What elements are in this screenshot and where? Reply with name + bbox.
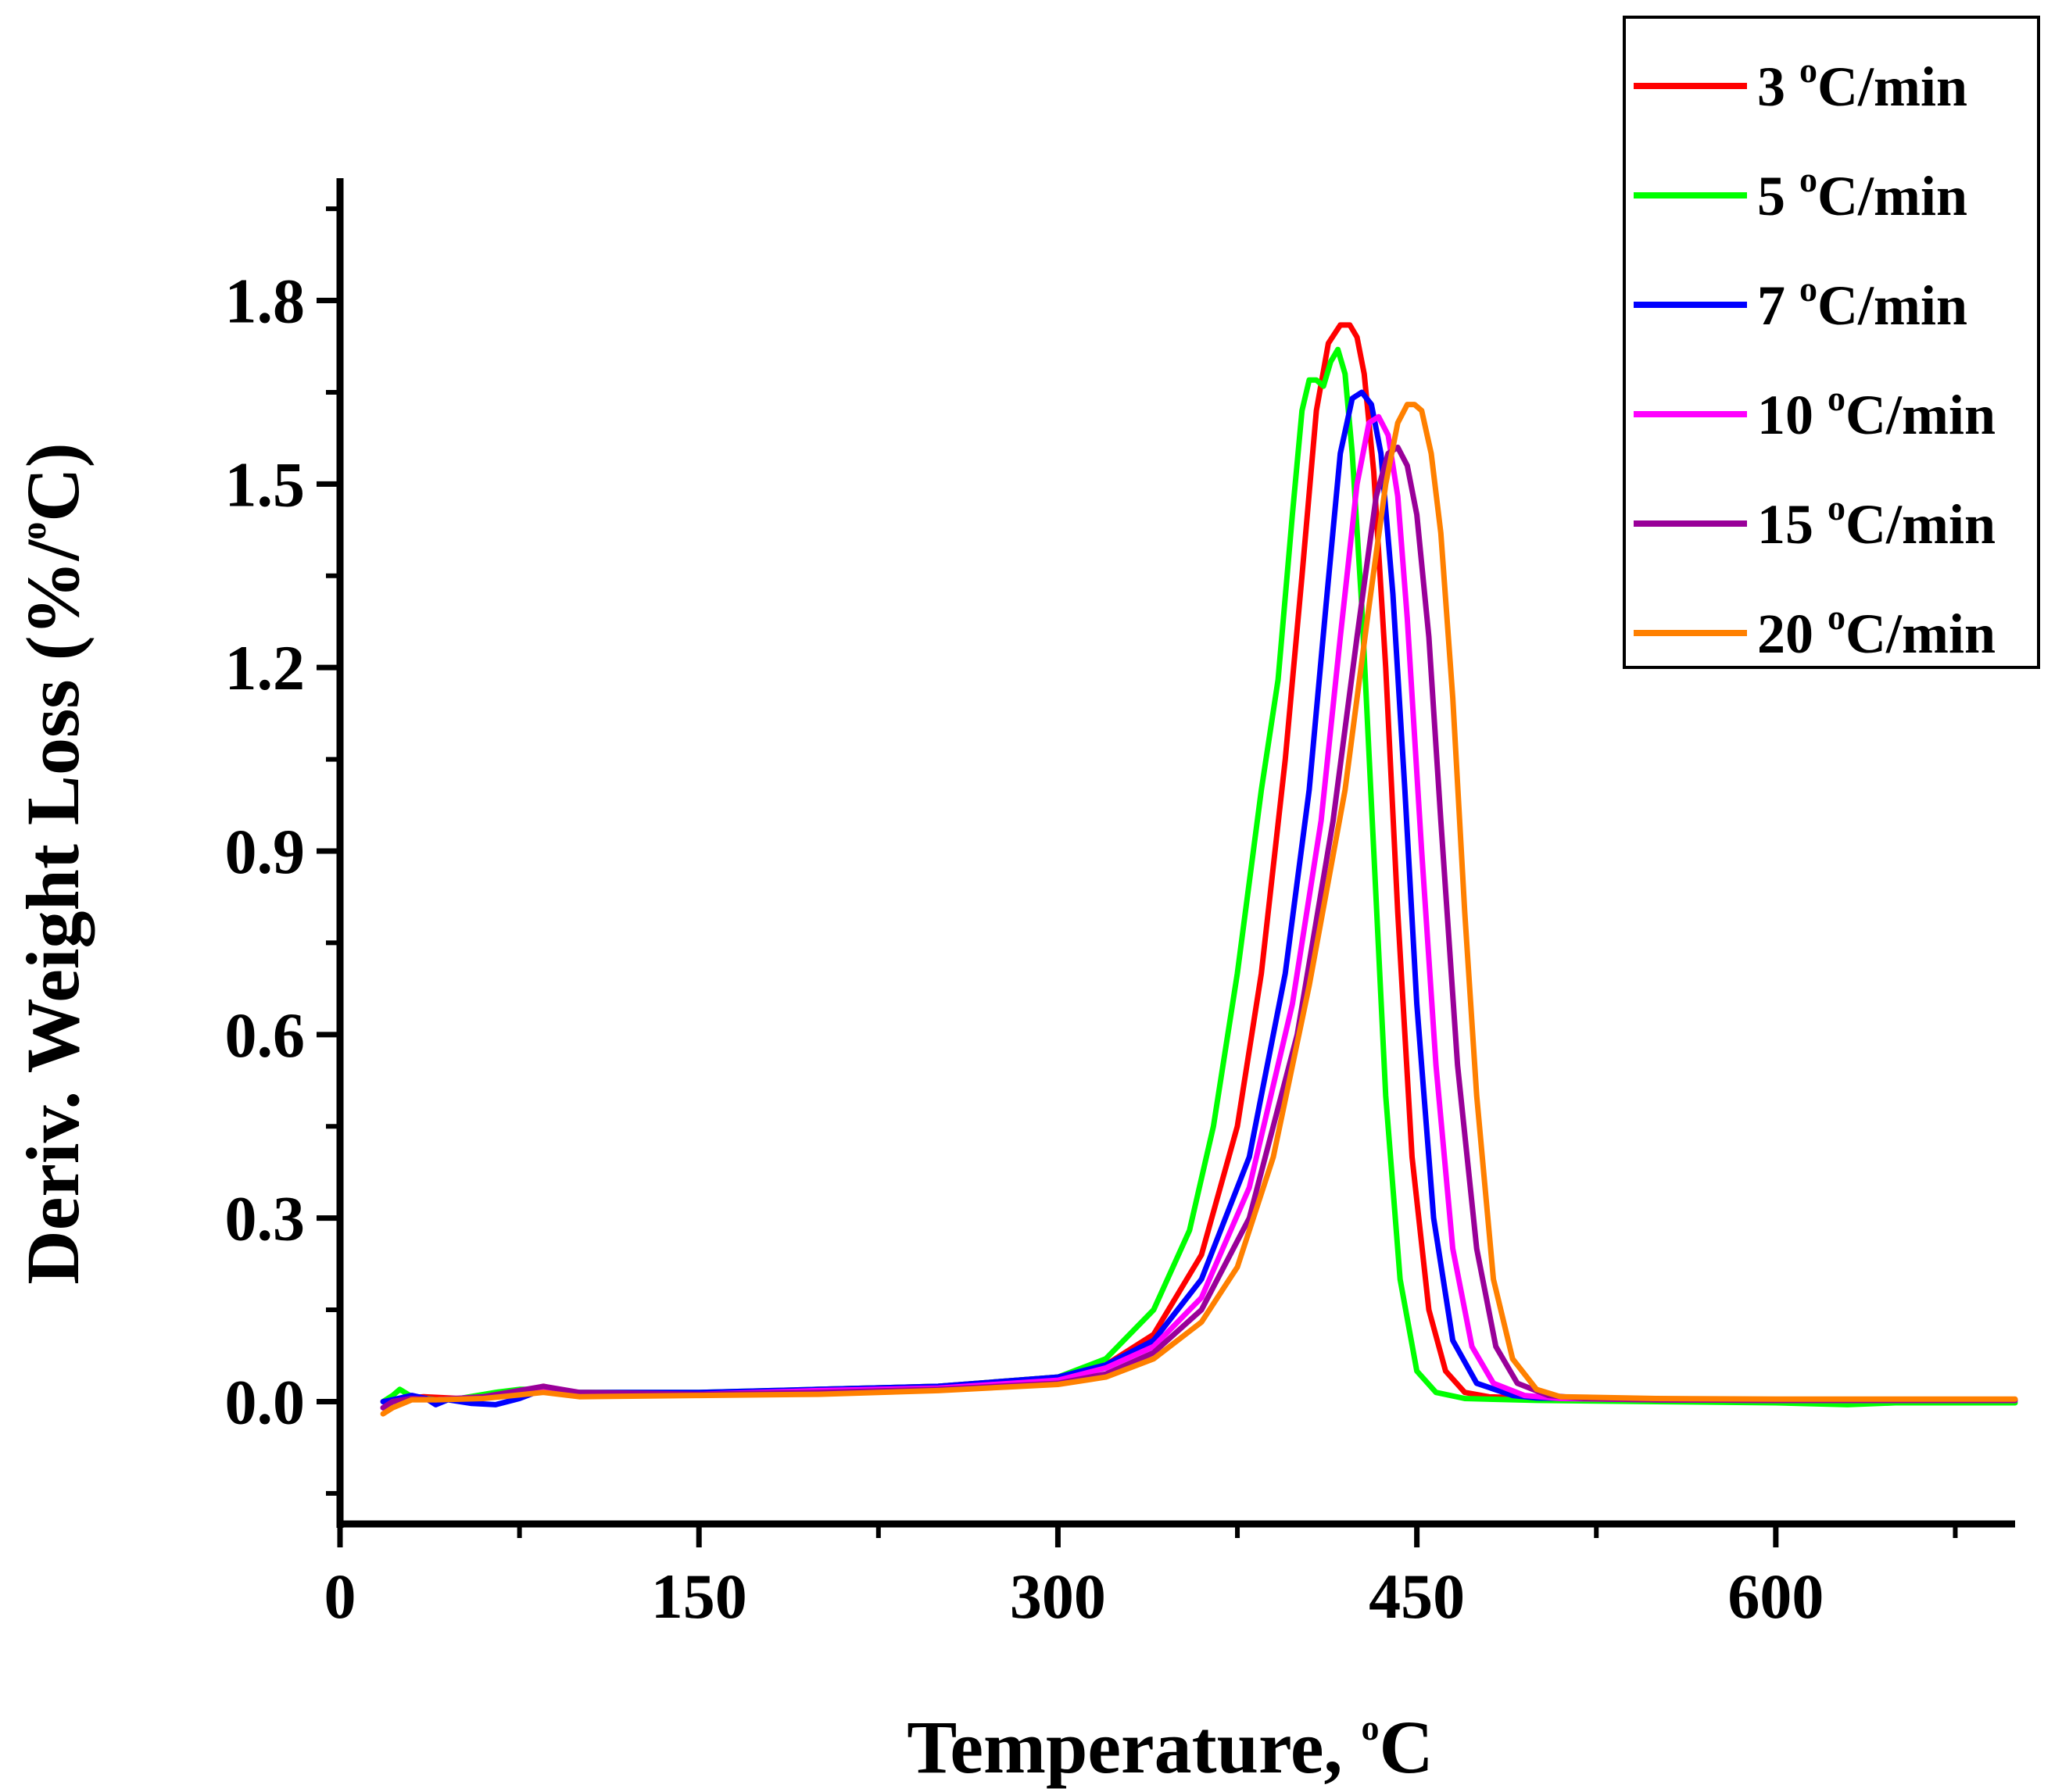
legend-label: 10 oC/min — [1757, 378, 1996, 446]
y-tick-label: 1.8 — [225, 266, 306, 337]
x-tick-label: 450 — [1369, 1561, 1465, 1632]
x-tick-label: 150 — [651, 1561, 747, 1632]
legend: 3 oC/min 5 oC/min 7 oC/min 10 oC/min 15 oC/m… — [1623, 16, 2040, 669]
y-tick-label: 0.3 — [225, 1183, 306, 1254]
x-tick-label: 0 — [324, 1561, 356, 1632]
series-layer — [380, 322, 2018, 1417]
y-tick-label: 0.6 — [225, 1000, 306, 1071]
y-axis-title-superscript: o — [13, 522, 53, 540]
legend-label: 5 oC/min — [1757, 159, 1967, 227]
y-tick-label: 1.5 — [225, 449, 306, 520]
legend-label: 7 oC/min — [1757, 269, 1967, 337]
series-line — [380, 444, 2018, 1411]
tick-layer: 0 150 300 450 600 0.0 0.3 0.6 0.9 1.2 1.5 1.8 — [225, 206, 1958, 1632]
x-tick-label: 600 — [1727, 1561, 1824, 1632]
legend-box — [1623, 16, 2040, 669]
legend-label: 3 oC/min — [1757, 50, 1967, 118]
x-axis-title: Temperature, oC — [907, 1705, 1434, 1789]
legend-label: 15 oC/min — [1757, 488, 1996, 556]
y-tick-label: 1.2 — [225, 632, 306, 703]
y-tick-label: 0.0 — [225, 1366, 306, 1437]
y-axis-title: Deriv. Weight Loss (%/oC) — [11, 442, 95, 1284]
series-line — [380, 389, 2018, 1407]
x-tick-label: 300 — [1010, 1561, 1106, 1632]
x-axis-title-superscript: o — [1361, 1708, 1379, 1747]
series-line — [380, 402, 2018, 1417]
y-tick-label: 0.9 — [225, 816, 306, 887]
legend-label: 20 oC/min — [1757, 597, 1996, 665]
